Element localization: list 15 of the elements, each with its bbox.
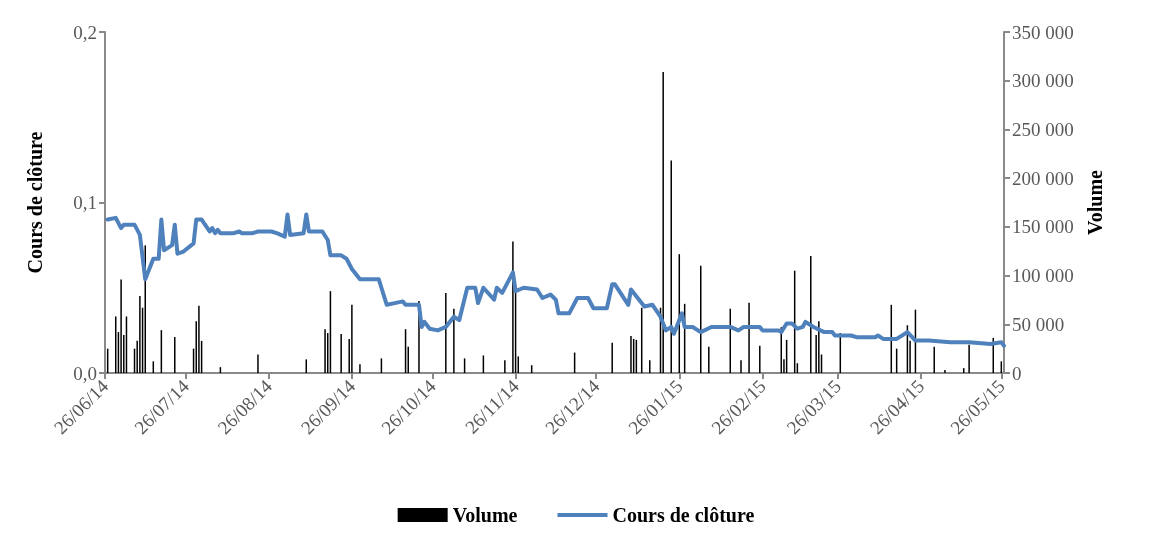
y2-tick-label: 0 <box>1012 362 1022 384</box>
y2-tick-label: 100 000 <box>1012 265 1074 287</box>
legend-label: Volume <box>452 504 518 526</box>
y2-tick-label: 50 000 <box>1012 313 1065 335</box>
y2-tick-label: 300 000 <box>1012 70 1074 92</box>
y2-axis-title: Volume <box>1083 169 1106 235</box>
y-tick-label: 0,1 <box>73 192 97 213</box>
y-tick-label: 0,2 <box>73 21 97 43</box>
y2-tick-label: 250 000 <box>1012 118 1074 140</box>
y2-tick-label: 200 000 <box>1012 167 1074 189</box>
y2-tick-label: 350 000 <box>1012 21 1074 43</box>
y2-tick-label: 150 000 <box>1012 216 1074 238</box>
y-axis-title: Cours de clôture <box>24 131 46 274</box>
legend-label: Cours de clôture <box>612 504 755 526</box>
line-series <box>105 212 1006 348</box>
